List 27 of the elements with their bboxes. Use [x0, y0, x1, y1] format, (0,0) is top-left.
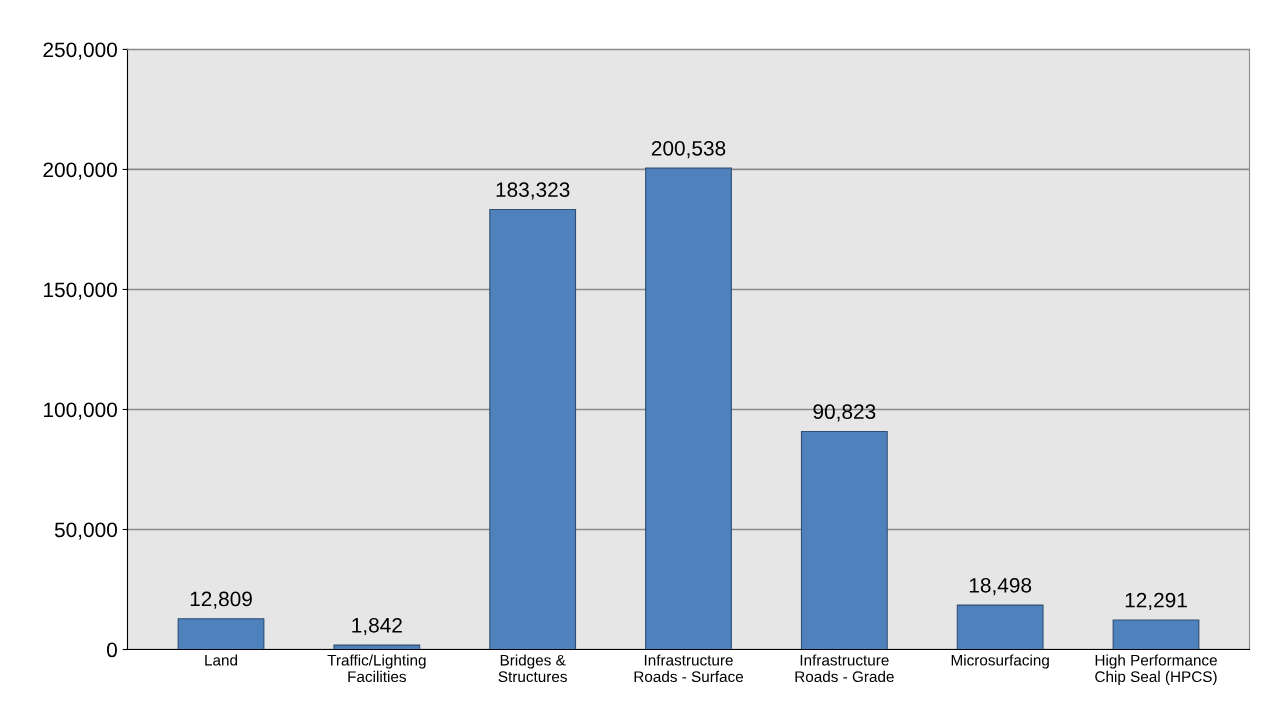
x-tick-label: High Performance Chip Seal (HPCS) — [1095, 654, 1217, 686]
y-tick-label: 50,000 — [54, 522, 117, 540]
bar — [177, 618, 265, 650]
data-label: 12,809 — [190, 591, 252, 609]
bar — [489, 208, 577, 650]
x-tick-label: Bridges & Structures — [498, 654, 567, 683]
x-tick-label: Infrastructure Roads - Surface — [634, 654, 744, 683]
bar — [956, 604, 1044, 650]
y-tick-label: 250,000 — [43, 42, 117, 60]
bar — [645, 167, 732, 650]
data-label: 200,538 — [651, 140, 726, 159]
y-tick-label: 150,000 — [44, 282, 117, 300]
data-label: 12,291 — [1125, 592, 1187, 611]
data-label: 1,842 — [352, 617, 402, 636]
bar — [1112, 619, 1200, 650]
bar — [333, 644, 421, 650]
data-label: 90,823 — [813, 404, 876, 422]
y-tick-label: 200,000 — [43, 162, 117, 180]
x-tick-label: Infrastructure Roads - Grade — [795, 654, 894, 683]
y-tick-label: 0 — [107, 642, 117, 658]
data-label: 183,323 — [496, 182, 570, 200]
x-tick-label: Traffic/Lighting Facilities — [327, 654, 426, 683]
bar — [800, 430, 888, 650]
x-tick-label: Land — [205, 654, 238, 666]
x-tick-label: Microsurfacing — [951, 654, 1049, 669]
data-label: 18,498 — [969, 577, 1032, 596]
y-tick-label: 100,000 — [44, 402, 117, 420]
